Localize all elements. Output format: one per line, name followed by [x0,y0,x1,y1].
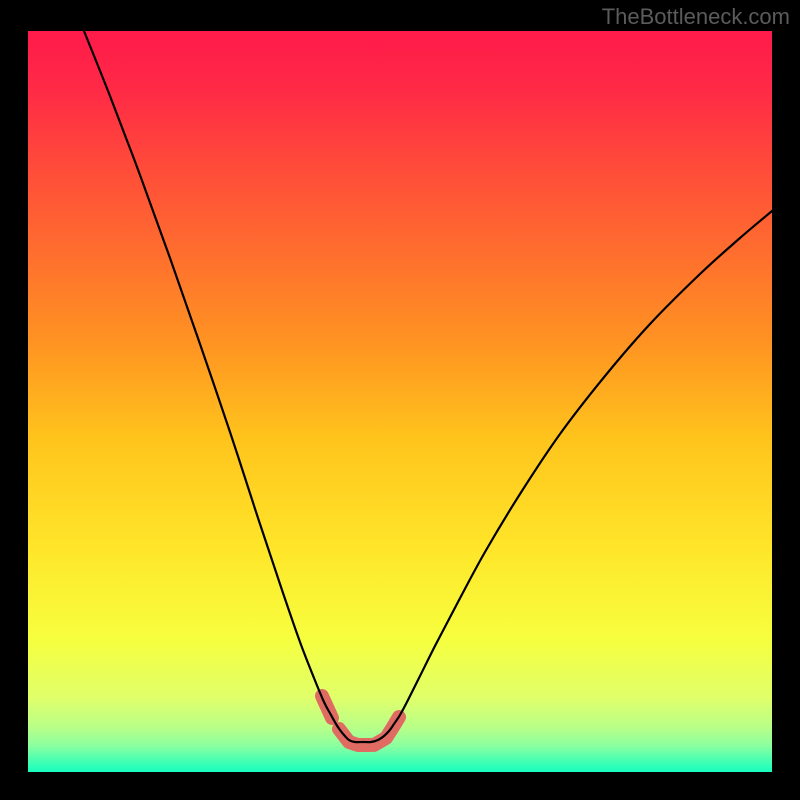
chart-svg [0,0,800,800]
gradient-panel [28,31,772,772]
watermark-label: TheBottleneck.com [602,4,790,30]
chart-stage: TheBottleneck.com [0,0,800,800]
